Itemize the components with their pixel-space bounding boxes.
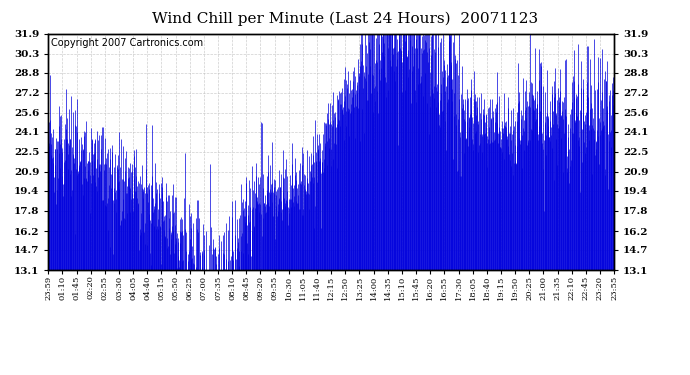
Text: Wind Chill per Minute (Last 24 Hours)  20071123: Wind Chill per Minute (Last 24 Hours) 20… — [152, 11, 538, 26]
Text: Copyright 2007 Cartronics.com: Copyright 2007 Cartronics.com — [51, 39, 204, 48]
